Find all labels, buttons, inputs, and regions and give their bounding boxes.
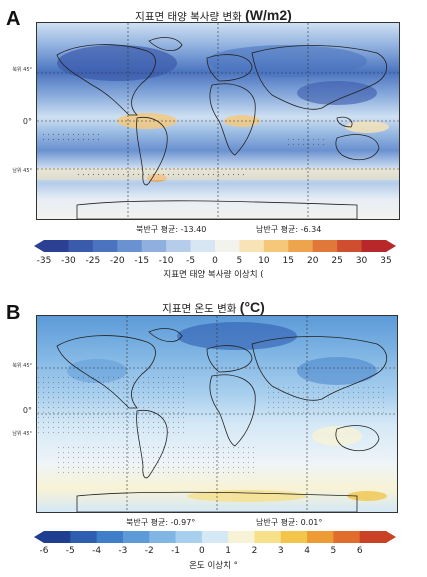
colorbar-tick-label: -10 <box>158 256 174 266</box>
panel-b-map <box>36 315 398 513</box>
panel-a-sh-average: 남반구 평균: -6.34 <box>256 225 322 234</box>
colorbar-tick-label: 5 <box>330 546 337 556</box>
colorbar-tick-label: 4 <box>304 546 310 556</box>
panel-a-lat-0: 0° <box>22 117 32 126</box>
colorbar-tick-label: 1 <box>225 546 232 556</box>
colorbar-tick-label: 10 <box>258 256 270 266</box>
colorbar-segment <box>117 240 143 252</box>
panel-a-colorbar-ticks: -35 -30 -25 -20 -15 -10 -5 0 5 10 15 20 25 30 35 <box>34 256 394 266</box>
colorbar-tick-label: 35 <box>380 256 392 266</box>
colorbar-tick-label: 0 <box>212 256 218 266</box>
colorbar-extend-max <box>386 531 396 543</box>
colorbar-tick-label: 0 <box>198 546 205 556</box>
colorbar-tick-label: -3 <box>118 546 128 556</box>
panel-b-sh-average: 남반구 평균: 0.01° <box>256 518 323 527</box>
colorbar-segment <box>92 240 118 252</box>
colorbar-segment <box>175 531 203 543</box>
colorbar-segment <box>201 531 229 543</box>
colorbar-tick-label: -20 <box>109 256 125 266</box>
colorbar-tick-label: -2 <box>144 546 154 556</box>
colorbar-tick-label: -1 <box>171 546 181 556</box>
colorbar-segment <box>96 531 124 543</box>
panel-b-map-svg <box>37 316 397 512</box>
colorbar-segment <box>122 531 150 543</box>
colorbar-segment <box>359 531 387 543</box>
colorbar-tick-label: -6 <box>39 546 49 556</box>
colorbar-segment <box>149 531 177 543</box>
colorbar-extend-max <box>386 240 396 252</box>
colorbar-tick-label: -4 <box>92 546 102 556</box>
colorbar-segment <box>254 531 282 543</box>
panel-a-map-svg <box>37 23 399 219</box>
colorbar-segment <box>337 240 363 252</box>
colorbar-tick-label: 2 <box>251 546 258 556</box>
colorbar-tick-label: -25 <box>85 256 101 266</box>
colorbar-extend-min <box>34 531 44 543</box>
colorbar-tick-label: 6 <box>356 546 363 556</box>
colorbar-segment <box>280 531 308 543</box>
colorbar-segment <box>307 531 334 543</box>
panel-b-colorbar-label: 온도 이상치 ° <box>189 561 238 571</box>
colorbar-segment <box>166 240 192 252</box>
colorbar-tick-label: 25 <box>331 256 343 266</box>
panel-b-title-text: 지표면 온도 변화 <box>162 303 237 315</box>
panel-b-colorbar-ticks: -6 -5 -4 -3 -2 -1 0 1 2 3 4 5 6 <box>34 546 394 556</box>
panel-b-nh-average: 북반구 평균: -0.97° <box>126 518 196 527</box>
colorbar-segment <box>44 531 71 543</box>
panel-b-colorbar <box>34 531 396 543</box>
colorbar-segment <box>312 240 338 252</box>
colorbar-tick-label: 5 <box>236 256 243 266</box>
colorbar-segment <box>44 240 69 252</box>
colorbar-segment <box>141 240 167 252</box>
colorbar-tick-label: -5 <box>65 546 75 556</box>
panel-a-colorbar <box>34 240 396 252</box>
panel-b-title: 지표면 온도 변화 (°C) <box>0 299 427 316</box>
panel-a-label: A <box>6 8 21 30</box>
colorbar-segment <box>333 531 361 543</box>
colorbar-extend-min <box>34 240 44 252</box>
panel-b-label: B <box>6 302 21 324</box>
colorbar-segment <box>215 240 240 252</box>
colorbar-tick-label: -35 <box>36 256 52 266</box>
panel-a: A 지표면 태양 복사량 변화 (W/m2) 북위 45° 0° 남위 45° <box>0 7 427 280</box>
colorbar-segment <box>68 240 94 252</box>
colorbar-tick-label: -5 <box>186 256 196 266</box>
panel-a-unit: (W/m2) <box>245 7 292 23</box>
colorbar-tick-label: 30 <box>355 256 368 266</box>
panel-a-colorbar-label: 지표면 태양 복사량 이상치 ( <box>163 270 264 280</box>
panel-b-lat-45n: 북위 45° <box>12 363 32 369</box>
panel-a-lat-45s: 남위 45° <box>12 168 32 174</box>
colorbar-segment <box>190 240 216 252</box>
panel-b-unit: (°C) <box>239 299 265 315</box>
colorbar-segment <box>263 240 289 252</box>
panel-b-lat-45s: 남위 45° <box>12 431 32 437</box>
colorbar-tick-label: 20 <box>306 256 319 266</box>
panel-a-title: 지표면 태양 복사량 변화 (W/m2) <box>0 7 427 24</box>
colorbar-segment <box>70 531 98 543</box>
panel-a-title-text: 지표면 태양 복사량 변화 <box>135 11 242 23</box>
panel-a-nh-average: 북반구 평균: -13.40 <box>136 225 207 234</box>
colorbar-tick-label: -30 <box>61 256 76 266</box>
colorbar-segment <box>228 531 255 543</box>
colorbar-tick-label: 3 <box>277 546 284 556</box>
panel-b: B 지표면 온도 변화 (°C) 북위 45° 0° 남위 45° <box>0 290 427 577</box>
panel-a-map <box>36 22 400 220</box>
colorbar-segment <box>239 240 265 252</box>
colorbar-tick-label: 15 <box>282 256 295 266</box>
panel-b-lat-0: 0° <box>22 406 32 415</box>
colorbar-tick-label: -15 <box>134 256 150 266</box>
colorbar-segment <box>361 240 387 252</box>
colorbar-segment <box>288 240 314 252</box>
panel-a-lat-45n: 북위 45° <box>12 67 32 73</box>
